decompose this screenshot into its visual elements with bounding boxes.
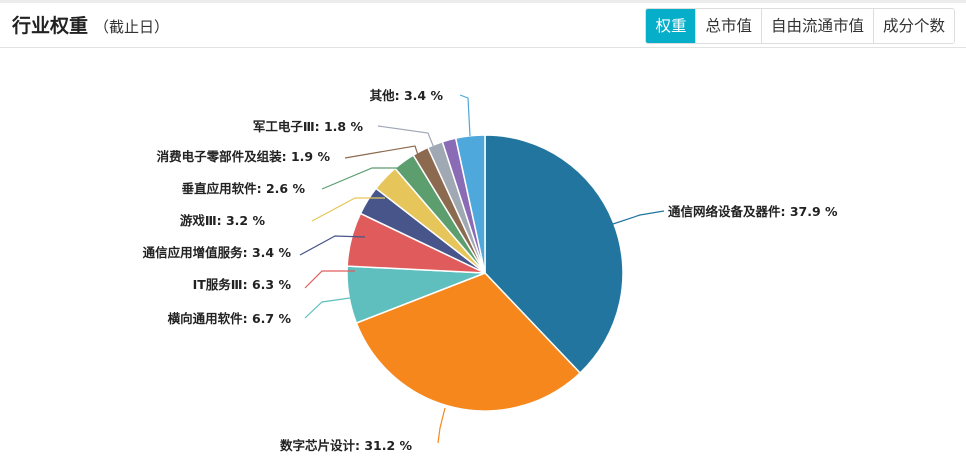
label-leader-line xyxy=(304,297,351,319)
slice-label: 横向通用软件: 6.7 % xyxy=(168,311,292,326)
tab-free-float-market-cap[interactable]: 自由流通市值 xyxy=(760,9,873,43)
slice-label: 军工电子Ⅲ: 1.8 % xyxy=(253,119,364,134)
panel-title: 行业权重 （截止日） xyxy=(12,11,169,38)
label-leader-line xyxy=(344,145,420,159)
label-leader-line xyxy=(609,210,665,226)
title-text: 行业权重 xyxy=(12,15,89,37)
slice-label: 通信网络设备及器件: 37.9 % xyxy=(668,204,838,219)
slice-label: 其他: 3.4 % xyxy=(370,88,444,103)
label-leader-line xyxy=(377,125,435,149)
metric-tabs: 权重 总市值 自由流通市值 成分个数 xyxy=(645,8,955,44)
label-leader-line xyxy=(299,235,366,256)
slice-label: 消费电子零部件及组装: 1.9 % xyxy=(157,149,331,164)
label-leader-line xyxy=(437,407,446,444)
slice-label: 游戏Ⅲ: 3.2 % xyxy=(180,213,266,228)
pie-slice[interactable] xyxy=(355,272,582,412)
tab-weight[interactable]: 权重 xyxy=(646,9,696,43)
pie-chart: 通信网络设备及器件: 37.9 % 数字芯片设计: 31.2 % 横向通用软件: 6… xyxy=(143,88,838,453)
tab-total-market-cap[interactable]: 总市值 xyxy=(695,9,761,43)
slice-label: 垂直应用软件: 2.6 % xyxy=(182,181,306,196)
label-leader-line xyxy=(459,94,471,137)
slice-label: 数字芯片设计: 31.2 % xyxy=(279,438,413,453)
label-leader-line xyxy=(304,270,355,289)
panel-header: 行业权重 （截止日） 权重 总市值 自由流通市值 成分个数 xyxy=(0,3,966,48)
subtitle: （截止日） xyxy=(94,18,170,36)
label-leader-line xyxy=(311,197,385,222)
slice-label: IT服务Ⅲ: 6.3 % xyxy=(193,277,292,292)
tab-constituent-count[interactable]: 成分个数 xyxy=(872,9,954,43)
slice-label: 通信应用增值服务: 3.4 % xyxy=(143,245,292,260)
pie-slice[interactable] xyxy=(484,134,624,375)
label-leader-line xyxy=(321,167,402,190)
